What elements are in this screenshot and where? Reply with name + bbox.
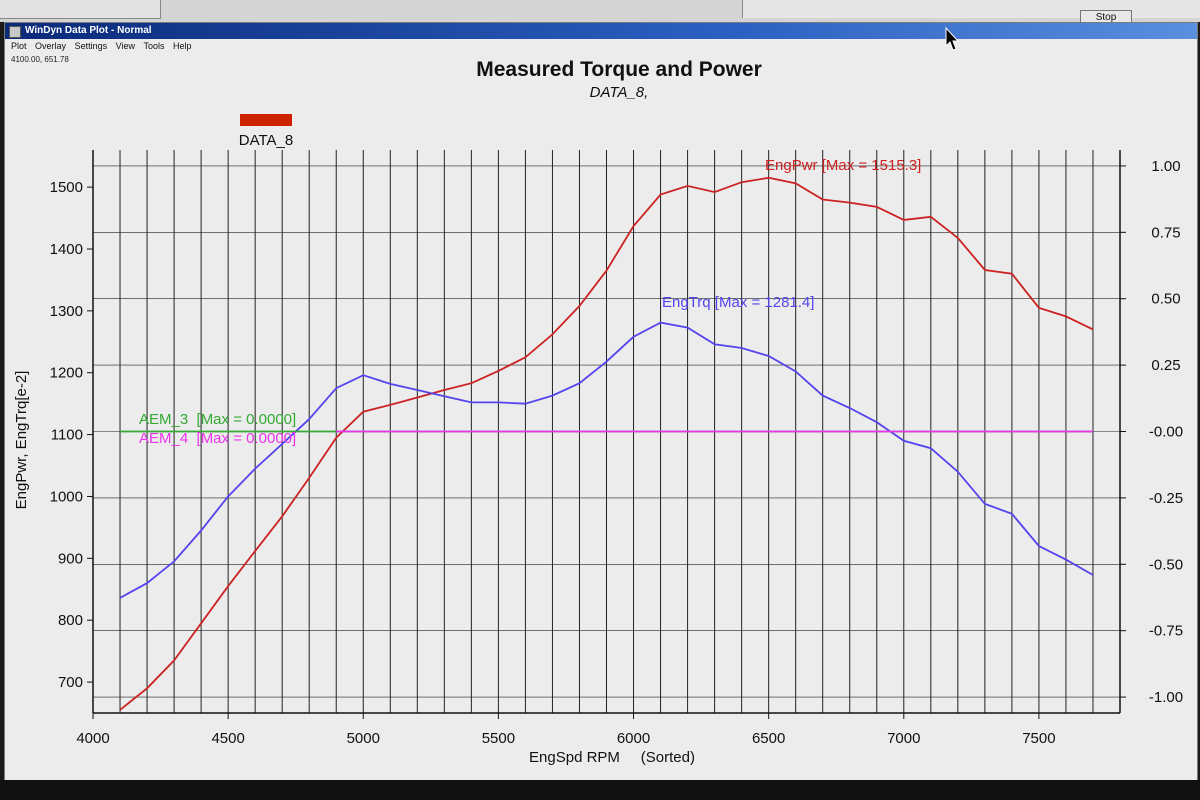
chart-subtitle: DATA_8,	[590, 84, 649, 101]
menu-bar: Plot Overlay Settings View Tools Help	[5, 39, 1197, 53]
y2-tick-label: 0.75	[1151, 224, 1180, 241]
menu-tools[interactable]: Tools	[143, 41, 165, 51]
legend-label: DATA_8	[239, 132, 293, 149]
series-label-engtrq: EngTrq [Max = 1281.4]	[662, 294, 814, 311]
series-label-engpwr: EngPwr [Max = 1515.3]	[765, 157, 921, 174]
legend-swatch	[240, 114, 292, 126]
menu-help[interactable]: Help	[173, 41, 192, 51]
y2-tick-label: -1.00	[1149, 689, 1183, 706]
series-line-engtrq	[119, 321, 1094, 599]
series-line-engpwr	[119, 176, 1094, 711]
x-tick-label: 4500	[211, 730, 244, 747]
y2-tick-label: -0.00	[1149, 424, 1183, 441]
x-tick-label: 5000	[347, 730, 380, 747]
x-axis-label: EngSpd RPM (Sorted)	[529, 749, 695, 766]
x-tick-label: 4000	[76, 730, 109, 747]
y-axis-label: EngPwr, EngTrq[e-2]	[13, 371, 30, 510]
series-label-aem-4: AEM_4 [Max = 0.0000]	[139, 430, 296, 447]
x-tick-label: 6000	[617, 730, 650, 747]
x-tick-label: 7500	[1022, 730, 1055, 747]
series-labels: EngPwr [Max = 1515.3] EngTrq [Max = 1281.…	[139, 157, 921, 447]
title-bar[interactable]: WinDyn Data Plot - Normal	[5, 23, 1197, 39]
y2-tick-label: 0.25	[1151, 357, 1180, 374]
series-label-aem-3: AEM_3 [Max = 0.0000]	[139, 411, 296, 428]
menu-settings[interactable]: Settings	[74, 41, 108, 51]
menu-view[interactable]: View	[115, 41, 135, 51]
coordinate-readout: 4100.00, 651.78	[11, 55, 69, 64]
x-tick-label: 7000	[887, 730, 920, 747]
background-window-strip: Stop	[0, 0, 1200, 26]
menu-plot[interactable]: Plot	[11, 41, 27, 51]
mouse-cursor-icon	[945, 26, 960, 51]
menu-overlay[interactable]: Overlay	[35, 41, 67, 51]
window-title: WinDyn Data Plot - Normal	[25, 25, 152, 36]
y-tick-label: 1100	[51, 427, 83, 444]
y-tick-label: 1300	[50, 303, 83, 320]
y-tick-label: 1400	[50, 241, 83, 258]
y-tick-label: 1200	[50, 365, 83, 382]
y-tick-label: 700	[58, 674, 83, 691]
y-tick-label: 800	[58, 612, 83, 629]
chart-title: Measured Torque and Power	[476, 58, 762, 81]
x-tick-label: 5500	[482, 730, 515, 747]
screen-bezel	[0, 780, 1200, 800]
axes: 700 800 900 1000 1100 1200 1300 1400 1500 1.00 0.7…	[50, 150, 1183, 747]
y-tick-label: 900	[58, 550, 83, 567]
y2-tick-label: -0.75	[1149, 623, 1183, 640]
y2-tick-label: 1.00	[1151, 158, 1180, 175]
y2-tick-label: -0.50	[1149, 556, 1183, 573]
x-tick-label: 6500	[752, 730, 785, 747]
series-lines	[119, 176, 1094, 711]
y-tick-label: 1500	[50, 179, 83, 196]
y2-tick-label: 0.50	[1151, 291, 1180, 308]
y-tick-label: 1000	[50, 488, 83, 505]
app-icon[interactable]	[9, 26, 21, 38]
y2-tick-label: -0.25	[1149, 490, 1183, 507]
background-panel-left	[0, 0, 161, 19]
